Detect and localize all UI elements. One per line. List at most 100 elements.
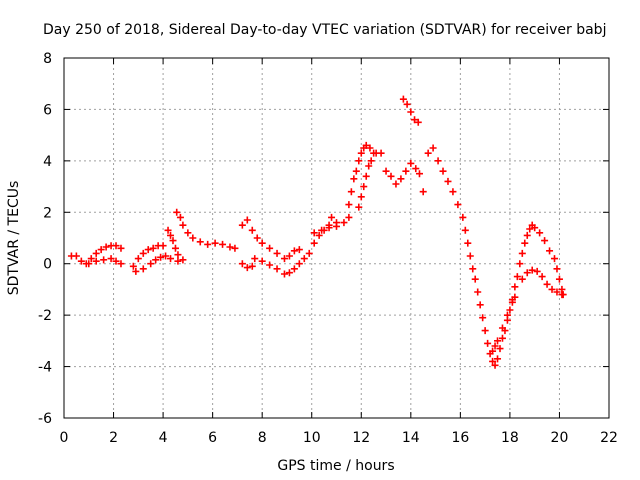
x-tick-label: 16	[451, 430, 469, 446]
data-point-marker	[226, 243, 234, 251]
data-point-marker	[541, 237, 549, 245]
data-point-marker	[528, 266, 536, 274]
data-point-marker	[444, 177, 452, 185]
y-tick-label: 8	[43, 51, 52, 67]
data-point-marker	[454, 201, 462, 209]
data-point-marker	[318, 226, 326, 234]
data-point-marker	[412, 165, 420, 173]
data-point-marker	[538, 273, 546, 281]
y-tick-label: -6	[38, 411, 52, 427]
data-point-marker	[365, 162, 373, 170]
data-point-marker	[513, 273, 521, 281]
plot-frame	[63, 57, 610, 419]
data-point-marker	[355, 157, 363, 165]
data-point-marker	[174, 257, 182, 265]
data-point-marker	[238, 221, 246, 229]
data-point-marker	[397, 175, 405, 183]
data-point-marker	[523, 269, 531, 277]
y-tick-label: 0	[43, 257, 52, 273]
data-point-marker	[518, 275, 526, 283]
data-point-marker	[184, 229, 192, 237]
data-point-marker	[434, 157, 442, 165]
y-tick-label: 4	[43, 154, 52, 170]
data-point-marker	[174, 251, 182, 259]
marker-layer	[67, 95, 567, 369]
data-point-marker	[248, 262, 256, 270]
data-point-marker	[360, 183, 368, 191]
data-point-marker	[164, 226, 172, 234]
data-point-marker	[543, 280, 551, 288]
data-point-marker	[295, 260, 303, 268]
data-point-marker	[516, 260, 524, 268]
data-point-marker	[333, 222, 340, 230]
data-point-marker	[211, 239, 219, 247]
data-point-marker	[558, 291, 566, 299]
data-point-marker	[204, 240, 212, 248]
data-point-marker	[159, 242, 167, 250]
chart-title: Day 250 of 2018, Sidereal Day-to-day VTE…	[43, 22, 606, 38]
data-point-marker	[107, 255, 115, 263]
data-point-marker	[553, 288, 561, 296]
data-point-marker	[476, 301, 484, 309]
data-point-marker	[479, 314, 487, 322]
data-point-marker	[77, 257, 85, 265]
data-point-marker	[92, 257, 100, 265]
data-point-marker	[325, 224, 333, 232]
data-point-marker	[464, 239, 472, 247]
data-point-marker	[117, 260, 125, 268]
data-point-marker	[366, 144, 374, 152]
y-tick-label: 6	[43, 102, 52, 118]
data-point-marker	[411, 116, 419, 124]
x-tick-label: 4	[159, 430, 168, 446]
data-point-marker	[489, 357, 497, 365]
y-axis-label: SDTVAR / TECUs	[6, 181, 22, 296]
data-point-marker	[471, 275, 479, 283]
data-point-marker	[496, 345, 504, 353]
data-point-marker	[494, 337, 502, 345]
data-point-marker	[157, 253, 165, 261]
data-point-marker	[285, 252, 293, 260]
data-point-marker	[508, 296, 516, 304]
tick-layer: 0 2 4 6 8 10 12 14 16 18 20 22 -6 -4 -2 0 2 4 6 8	[38, 51, 618, 446]
data-point-marker	[489, 347, 497, 355]
data-point-marker	[340, 219, 348, 227]
data-point-marker	[511, 283, 519, 291]
data-point-marker	[387, 172, 395, 180]
data-point-marker	[305, 249, 313, 257]
x-tick-label: 20	[551, 430, 569, 446]
data-point-marker	[280, 270, 288, 278]
data-point-marker	[162, 252, 170, 260]
data-point-marker	[328, 213, 336, 221]
x-tick-label: 0	[60, 430, 69, 446]
data-point-marker	[100, 256, 108, 264]
data-point-marker	[300, 255, 308, 263]
data-point-marker	[139, 265, 147, 273]
data-point-marker	[295, 246, 303, 254]
x-tick-label: 10	[303, 430, 321, 446]
data-point-marker	[362, 172, 370, 180]
x-tick-label: 2	[109, 430, 118, 446]
y-tick-label: 2	[43, 205, 52, 221]
data-point-marker	[92, 249, 100, 257]
data-point-marker	[169, 237, 177, 245]
data-point-marker	[424, 149, 432, 157]
data-point-marker	[481, 327, 489, 335]
data-point-marker	[553, 265, 561, 273]
data-point-marker	[248, 226, 256, 234]
data-point-marker	[149, 244, 157, 252]
x-tick-label: 8	[258, 430, 267, 446]
data-point-marker	[355, 203, 363, 211]
data-point-marker	[523, 231, 531, 239]
data-point-marker	[196, 238, 204, 246]
data-point-marker	[367, 157, 375, 165]
data-point-marker	[243, 216, 251, 224]
data-point-marker	[290, 265, 298, 273]
data-point-marker	[439, 167, 447, 175]
data-point-marker	[414, 118, 422, 126]
data-point-marker	[498, 324, 506, 332]
y-tick-label: -4	[38, 360, 52, 376]
data-point-marker	[345, 213, 353, 221]
data-point-marker	[345, 201, 353, 209]
grid-layer	[64, 58, 609, 418]
data-point-marker	[449, 188, 457, 196]
